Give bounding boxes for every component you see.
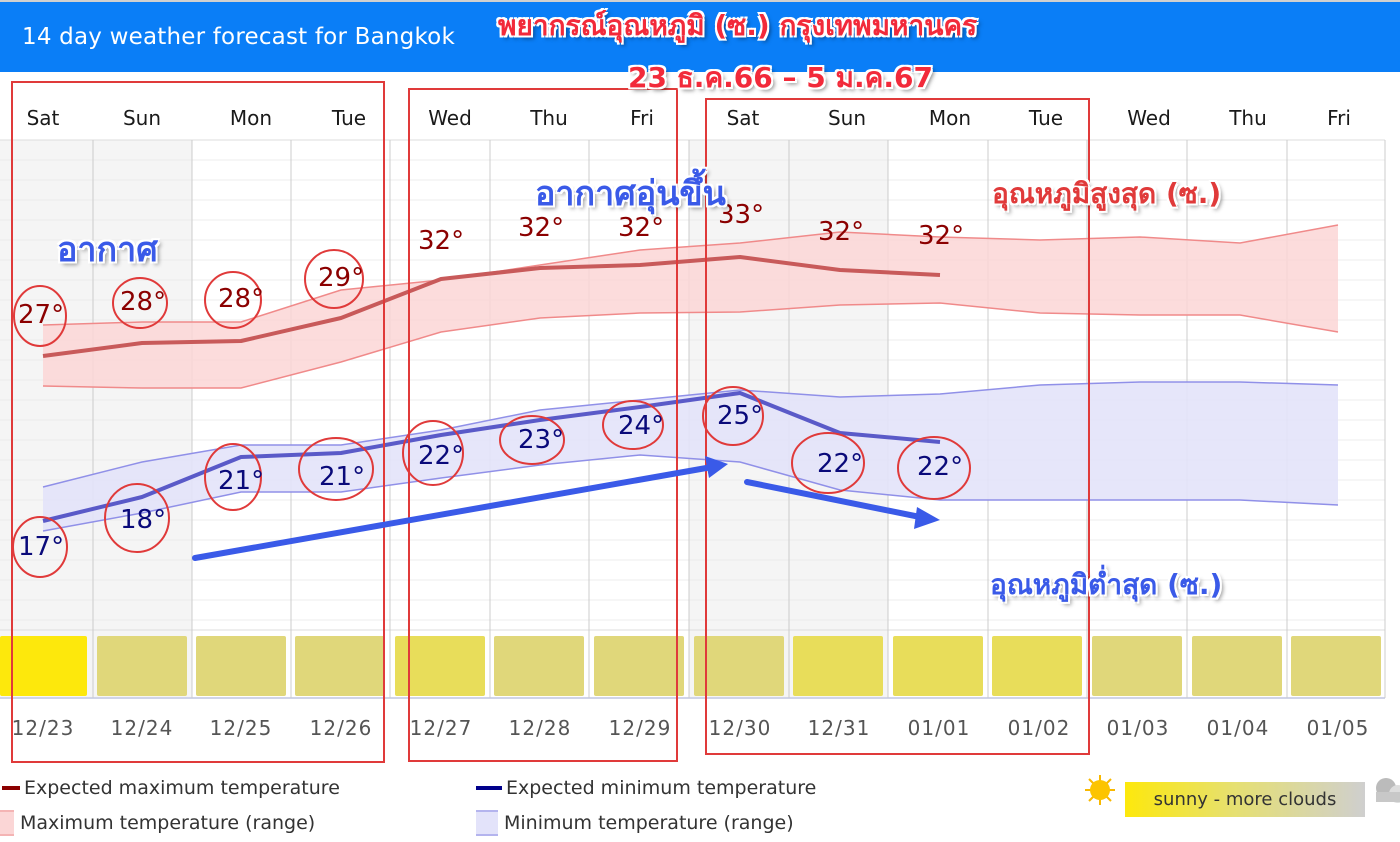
date-label: 12/27 (409, 716, 473, 740)
day-label: Mon (928, 106, 972, 130)
date-label: 12/24 (110, 716, 174, 740)
sun-icon (1085, 775, 1115, 805)
page-title: 14 day weather forecast for Bangkok (22, 24, 455, 50)
date-label: 01/02 (1007, 716, 1071, 740)
day-label: Thu (1229, 106, 1267, 130)
legend-max-range: Maximum temperature (range) (0, 810, 315, 836)
horizontal-gridlines (0, 159, 1385, 621)
day-label: Tue (1028, 106, 1064, 130)
max-temp-label: 32° (418, 226, 465, 256)
date-label: 12/31 (807, 716, 871, 740)
day-label: Sun (122, 106, 162, 130)
max-temp-label: 32° (618, 213, 665, 243)
header-bar: 14 day weather forecast for Bangkok (0, 0, 1400, 72)
annotation-circles (12, 249, 971, 578)
annotation-max-temp: อุณหภูมิสูงสุด (ซ.) (992, 177, 1222, 210)
legend-label: Minimum temperature (range) (504, 812, 794, 834)
day-label: Sat (726, 106, 760, 130)
date-label: 12/29 (608, 716, 672, 740)
legend-label: Maximum temperature (range) (20, 812, 316, 834)
legend-label: Expected maximum temperature (24, 777, 340, 799)
expected-max-line (42, 255, 941, 358)
max-temp-label: 32° (518, 213, 565, 243)
day-label: Wed (1127, 106, 1171, 130)
min-temp-label: 22° (917, 452, 964, 482)
day-label: Tue (331, 106, 367, 130)
max-temp-label: 33° (718, 200, 765, 230)
max-temp-label: 32° (818, 217, 865, 247)
date-label: 01/01 (907, 716, 971, 740)
max-temp-label: 29° (318, 263, 365, 293)
cloud-icon (1376, 778, 1400, 803)
date-label: 12/25 (209, 716, 273, 740)
min-temp-label: 21° (319, 462, 366, 492)
legend-expected-min: Expected minimum temperature (476, 777, 816, 799)
date-label: 01/03 (1106, 716, 1170, 740)
min-temp-label: 21° (218, 466, 265, 496)
min-temp-label: 23° (518, 425, 565, 455)
day-label: Thu (530, 106, 568, 130)
min-temp-label: 22° (418, 441, 465, 471)
min-temp-label: 17° (18, 532, 65, 562)
thai-title-line2: 23 ธ.ค.66 – 5 ม.ค.67 (628, 61, 933, 94)
date-label: 01/04 (1206, 716, 1270, 740)
legend-swatch-min-range (476, 810, 498, 836)
expected-min-line (42, 391, 941, 523)
max-temp-label: 27° (18, 300, 65, 330)
weekend-shade (0, 140, 192, 698)
trend-arrows (192, 456, 940, 561)
min-temp-label: 18° (120, 505, 167, 535)
legend-expected-max: Expected maximum temperature (2, 777, 340, 799)
legend-swatch-max-line (2, 786, 20, 790)
weather-scale-legend: sunny - more clouds (1125, 782, 1365, 817)
date-label: 12/30 (708, 716, 772, 740)
day-label: Sun (827, 106, 867, 130)
thai-title-line1: พยากรณ์อุณหภูมิ (ซ.) กรุงเทพมหานคร (498, 9, 978, 42)
day-label: Mon (229, 106, 273, 130)
max-temp-label: 32° (918, 221, 965, 251)
day-label: Sat (26, 106, 60, 130)
max-temp-label: 28° (218, 284, 265, 314)
legend-swatch-max-range (0, 810, 14, 836)
date-label: 01/05 (1306, 716, 1370, 740)
max-temp-label: 28° (120, 287, 167, 317)
date-label: 12/26 (309, 716, 373, 740)
date-label: 12/28 (508, 716, 572, 740)
day-label: Fri (630, 106, 654, 130)
annotation-weather: อากาศ (57, 230, 158, 270)
weather-blocks (0, 636, 1381, 696)
legend-label: Expected minimum temperature (506, 777, 817, 799)
day-label: Fri (1327, 106, 1351, 130)
annotation-warming: อากาศอุ่นขึ้น (535, 174, 726, 214)
min-temp-label: 25° (717, 401, 764, 431)
min-temp-range-band (43, 382, 1338, 531)
min-temp-label: 22° (817, 449, 864, 479)
min-temp-label: 24° (618, 411, 665, 441)
max-temp-range-band (43, 225, 1338, 388)
legend-swatch-min-line (476, 786, 502, 790)
date-label: 12/23 (11, 716, 75, 740)
legend-min-range: Minimum temperature (range) (476, 810, 794, 836)
day-label: Wed (428, 106, 472, 130)
annotation-min-temp: อุณหภูมิต่ำสุด (ซ.) (990, 568, 1223, 601)
